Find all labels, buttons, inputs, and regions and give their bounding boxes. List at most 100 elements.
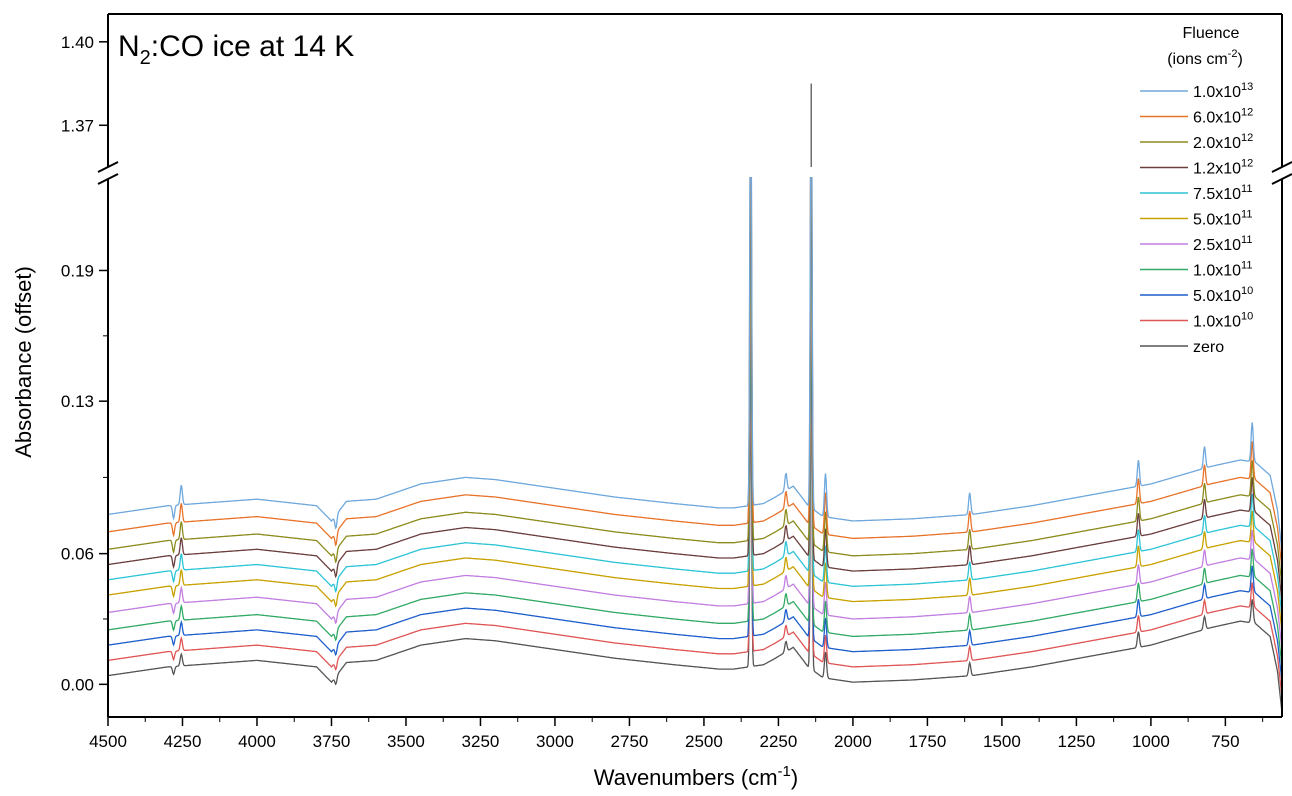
x-axis-label-close: ) (791, 765, 798, 790)
x-tick-label: 1750 (909, 732, 947, 751)
series-lines (108, 177, 1282, 713)
legend-label: 1.0x1010 (1193, 311, 1253, 331)
x-axis-label: Wavenumbers (cm-1) (594, 763, 798, 790)
x-axis-label-superscript: -1 (778, 763, 791, 780)
x-tick-label: 2000 (834, 732, 872, 751)
legend-label-base: 6.0x10 (1193, 110, 1241, 127)
x-tick-label: 1000 (1132, 732, 1170, 751)
y-tick-label: 0.19 (61, 261, 94, 280)
legend-label-exponent: 11 (1241, 260, 1252, 272)
legend-title-line1: Fluence (1183, 25, 1240, 42)
legend-items: 1.0x10136.0x10122.0x10121.2x10127.5x1011… (1140, 81, 1253, 356)
series-line (108, 177, 1282, 617)
legend-label-exponent: 10 (1241, 285, 1253, 297)
series-line (108, 177, 1282, 602)
legend-label: 7.5x1011 (1193, 183, 1252, 203)
x-tick-label: 2250 (760, 732, 798, 751)
legend-label-exponent: 11 (1241, 183, 1252, 195)
legend-item: 1.0x1011 (1140, 260, 1252, 280)
y-tick-label: 0.13 (61, 392, 94, 411)
y-tick-label: 0.06 (61, 545, 94, 564)
plot-area (108, 83, 1282, 713)
legend-label: 5.0x1011 (1193, 209, 1252, 229)
legend-item: 2.5x1011 (1140, 234, 1252, 254)
legend-label-exponent: 12 (1241, 158, 1253, 170)
legend-label: 6.0x1012 (1193, 107, 1253, 127)
series-line (108, 374, 1282, 713)
legend-label-exponent: 13 (1241, 81, 1253, 93)
series-line (108, 233, 1282, 650)
legend-label-exponent: 12 (1241, 132, 1253, 144)
chart-title-main: N (118, 30, 140, 63)
series-line (108, 177, 1282, 569)
legend-title-line2-superscript: -2 (1228, 48, 1238, 60)
legend-label-base: 7.5x10 (1193, 186, 1241, 203)
x-tick-label: 3250 (462, 732, 500, 751)
legend-title-line2-close: ) (1237, 51, 1242, 68)
legend-item: 5.0x1010 (1140, 285, 1253, 305)
legend-label-base: 1.0x10 (1193, 314, 1241, 331)
series-line (108, 177, 1282, 587)
x-tick-label: 3750 (313, 732, 351, 751)
legend: Fluence (ions cm-2) 1.0x10136.0x10122.0x… (1140, 25, 1253, 356)
x-tick-label: 2750 (611, 732, 649, 751)
axis-break-mark (1271, 161, 1292, 173)
y-axis-label: Absorbance (offset) (11, 266, 36, 458)
legend-item: 1.0x1013 (1140, 81, 1253, 101)
chart-title-rest: :CO ice at 14 K (151, 30, 354, 63)
legend-label-exponent: 12 (1241, 107, 1253, 119)
legend-label: zero (1193, 339, 1224, 356)
x-tick-label: 4500 (89, 732, 127, 751)
legend-label: 5.0x1010 (1193, 285, 1253, 305)
legend-label: 2.0x1012 (1193, 132, 1253, 152)
legend-label: 1.2x1012 (1193, 158, 1253, 178)
axis-break-mark (1271, 173, 1292, 185)
series-line (108, 270, 1282, 667)
legend-label-base: 2.5x10 (1193, 237, 1241, 254)
legend-label-base: 5.0x10 (1193, 288, 1241, 305)
x-tick-label: 1500 (983, 732, 1021, 751)
legend-label-base: 2.0x10 (1193, 135, 1241, 152)
x-tick-label: 750 (1211, 732, 1239, 751)
axes: 4500 4250 4000 3750 3500 3250 3000 2750 2500 2250… (61, 13, 1292, 751)
legend-item: 1.2x1012 (1140, 158, 1253, 178)
legend-item: zero (1140, 339, 1224, 356)
series-line (108, 196, 1282, 633)
x-tick-label: 1250 (1057, 732, 1095, 751)
chart-title: N2:CO ice at 14 K (118, 30, 354, 69)
legend-label-base: 1.0x10 (1193, 263, 1241, 280)
legend-title-line2: (ions cm-2) (1167, 48, 1243, 68)
y-tick-label: 1.40 (61, 33, 94, 52)
legend-label-base: 1.0x10 (1193, 84, 1241, 101)
series-line (108, 305, 1282, 683)
legend-label-exponent: 11 (1241, 234, 1252, 246)
legend-title-line2-main: (ions cm (1167, 51, 1227, 68)
legend-item: 2.0x1012 (1140, 132, 1253, 152)
chart-title-subscript: 2 (140, 47, 151, 69)
y-tick-label: 1.37 (61, 116, 94, 135)
legend-label-exponent: 10 (1241, 311, 1253, 323)
y-tick-label: 0.00 (61, 675, 94, 694)
x-tick-label: 4250 (164, 732, 202, 751)
legend-label-base: 5.0x10 (1193, 212, 1241, 229)
x-tick-label: 3500 (387, 732, 425, 751)
legend-item: 6.0x1012 (1140, 107, 1253, 127)
legend-item: 7.5x1011 (1140, 183, 1252, 203)
series-line (108, 340, 1282, 698)
series-line (108, 177, 1282, 552)
legend-label: 1.0x1013 (1193, 81, 1253, 101)
axis-break-mark (97, 173, 119, 185)
legend-label-exponent: 11 (1241, 209, 1252, 221)
x-tick-label: 4000 (238, 732, 276, 751)
legend-item: 1.0x1010 (1140, 311, 1253, 331)
x-tick-label: 2500 (685, 732, 723, 751)
legend-label: 2.5x1011 (1193, 234, 1252, 254)
x-tick-label: 3000 (536, 732, 574, 751)
x-axis-label-main: Wavenumbers (cm (594, 765, 778, 790)
legend-item: 5.0x1011 (1140, 209, 1252, 229)
axis-break-mark (97, 161, 119, 173)
legend-label: 1.0x1011 (1193, 260, 1252, 280)
legend-label-base: 1.2x10 (1193, 161, 1241, 178)
